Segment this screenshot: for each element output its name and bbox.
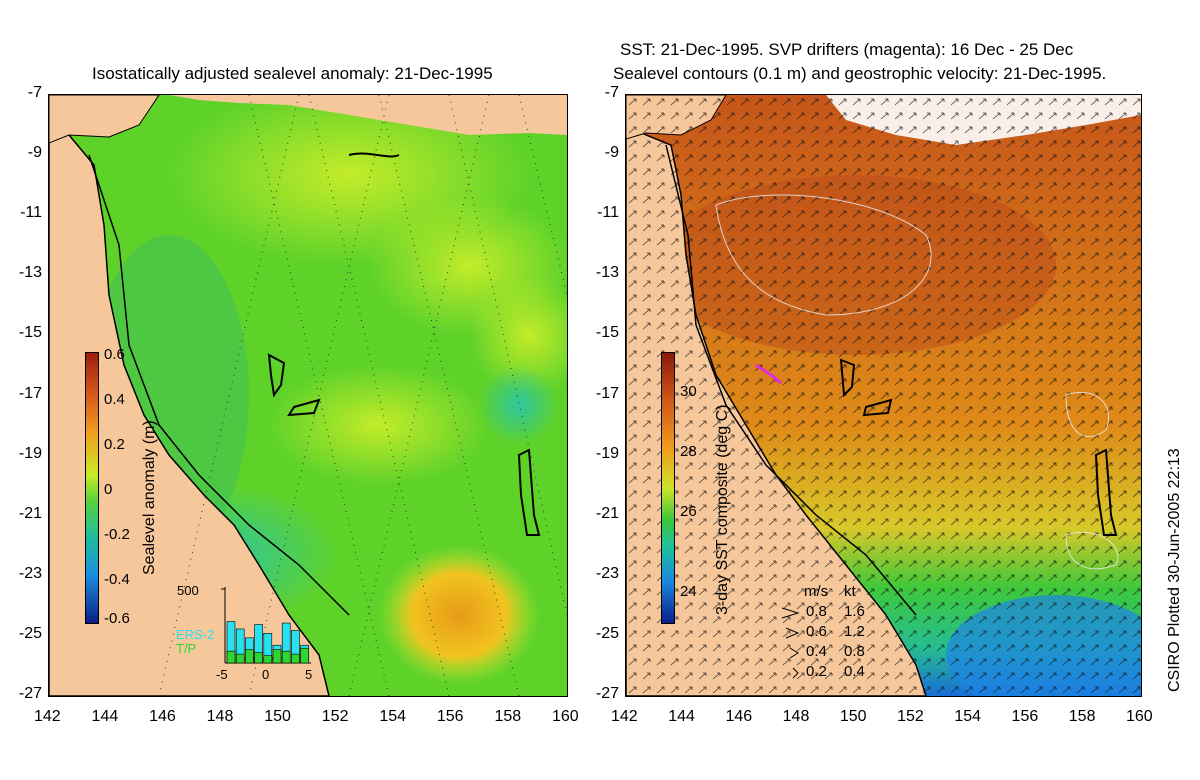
- sealevel-colorbar: [85, 352, 99, 624]
- left-latitude-tick: -21: [18, 504, 42, 522]
- left-latitude-tick: -7: [27, 84, 42, 101]
- right-longitude-tick: 158: [1068, 708, 1096, 725]
- colorbar-tick: -0.6: [104, 610, 130, 627]
- right-panel-title-line1: SST: 21-Dec-1995. SVP drifters (magenta)…: [620, 40, 1074, 59]
- right-latitude-tick: -17: [595, 384, 619, 402]
- inset-series-ers2: ERS-2: [176, 627, 215, 642]
- left-latitude-tick: -19: [18, 444, 42, 462]
- sealevel-anomaly-map[interactable]: 0.6 0.4 0.2 0 -0.2 -0.4 -0.6 Sealevel an…: [48, 94, 568, 697]
- speed-arrow-icon: [781, 607, 800, 619]
- left-latitude-tick: -13: [18, 264, 42, 282]
- left-longitude-tick: 150: [264, 708, 291, 725]
- speed-legend-kt: 1.6: [844, 603, 865, 620]
- inset-bar-tp: [226, 650, 236, 664]
- right-latitude-tick: -15: [595, 324, 619, 342]
- speed-legend-header-ms: m/s: [804, 583, 829, 600]
- inset-bar-tp: [291, 653, 300, 664]
- inset-bar-tp: [300, 647, 309, 664]
- speed-arrow-icon: [785, 627, 800, 639]
- speed-arrow-icon: [789, 647, 799, 659]
- right-longitude-tick: 152: [897, 708, 924, 725]
- inset-bar-tp: [235, 653, 245, 664]
- right-longitude-tick: 154: [954, 708, 982, 725]
- right-longitude-tick: 142: [611, 708, 638, 725]
- right-latitude-tick: -27: [595, 685, 619, 702]
- speed-legend-ms: 0.2: [806, 663, 827, 680]
- left-latitude-tick: -27: [18, 685, 42, 702]
- right-latitude-tick: -11: [597, 204, 619, 222]
- left-panel-title: Isostatically adjusted sealevel anomaly:…: [92, 64, 493, 83]
- left-longitude-tick: 144: [91, 708, 119, 725]
- inset-bar-tp: [245, 649, 254, 664]
- sst-velocity-map[interactable]: 30 28 26 24 3-day SST composite (deg C) …: [625, 94, 1142, 697]
- right-latitude-tick: -9: [604, 144, 619, 162]
- right-panel-title-line2: Sealevel contours (0.1 m) and geostrophi…: [613, 64, 1107, 83]
- speed-legend-ms: 0.8: [806, 603, 827, 620]
- speed-legend-kt: 0.4: [844, 663, 865, 680]
- left-latitude-tick: -11: [20, 204, 42, 222]
- sst-map-graphic: [626, 95, 1141, 696]
- right-latitude-tick: -21: [595, 504, 619, 522]
- left-latitude-tick: -15: [18, 324, 42, 342]
- left-latitude-tick: -23: [18, 564, 42, 582]
- inset-bar-tp: [254, 652, 263, 664]
- colorbar-tick: -0.2: [104, 526, 130, 543]
- speed-legend-ms: 0.4: [806, 643, 827, 660]
- speed-legend-header-kt: kt: [844, 583, 856, 600]
- left-longitude-tick: 142: [34, 708, 61, 725]
- inset-series-tp: T/P: [176, 641, 197, 656]
- speed-legend-kt: 0.8: [844, 643, 865, 660]
- inset-xtick-0: 0: [262, 667, 270, 682]
- right-longitude-tick: 150: [839, 708, 867, 725]
- colorbar-tick: -0.4: [104, 571, 130, 588]
- left-latitude-tick: -9: [27, 144, 42, 162]
- inset-bar-tp: [272, 649, 282, 664]
- right-longitude-tick: 146: [725, 708, 753, 725]
- inset-histogram: [221, 587, 311, 664]
- left-longitude-tick: 156: [436, 708, 464, 725]
- right-latitude-tick: -13: [595, 264, 619, 282]
- colorbar-label: Sealevel anomaly (m): [141, 420, 158, 575]
- inset-xtick-5: 5: [305, 667, 313, 682]
- colorbar-tick: 0.4: [104, 391, 125, 408]
- left-longitude-tick: 158: [494, 708, 522, 725]
- right-longitude-tick: 156: [1011, 708, 1039, 725]
- inset-bar-tp: [263, 655, 273, 664]
- sst-colorbar: [661, 352, 675, 624]
- inset-xtick-neg5: -5: [216, 667, 228, 682]
- right-latitude-tick: -7: [604, 84, 619, 101]
- right-latitude-tick: -19: [595, 444, 619, 462]
- right-longitude-tick: 160: [1126, 708, 1153, 725]
- sst-colorbar-tick: 30: [680, 383, 697, 400]
- sst-colorbar-tick: 26: [680, 503, 697, 520]
- speed-legend-ms: 0.6: [806, 623, 827, 640]
- left-longitude-tick: 160: [552, 708, 579, 725]
- plot-credit: CSIRO Plotted 30-Jun-2005 22:13: [1166, 448, 1183, 692]
- right-longitude-tick: 148: [782, 708, 810, 725]
- speed-legend-kt: 1.2: [844, 623, 865, 640]
- colorbar-tick: 0.2: [104, 436, 125, 453]
- left-longitude-tick: 148: [206, 708, 234, 725]
- left-latitude-tick: -25: [18, 624, 42, 642]
- colorbar-tick: 0.6: [104, 346, 125, 363]
- sst-colorbar-tick: 24: [680, 583, 697, 600]
- right-latitude-tick: -25: [595, 624, 619, 642]
- sst-colorbar-label: 3-day SST composite (deg C): [714, 404, 731, 615]
- colorbar-tick: 0: [104, 481, 113, 498]
- inset-bar-tp: [281, 650, 291, 664]
- inset-ymax: 500: [177, 583, 199, 598]
- left-longitude-tick: 152: [321, 708, 349, 725]
- left-latitude-tick: -17: [18, 384, 42, 402]
- sealevel-map-graphic: [49, 95, 567, 696]
- sst-colorbar-tick: 28: [680, 443, 697, 460]
- left-longitude-tick: 154: [379, 708, 407, 725]
- speed-arrow-icon: [792, 667, 799, 679]
- left-longitude-tick: 146: [149, 708, 176, 725]
- right-latitude-tick: -23: [595, 564, 619, 582]
- right-longitude-tick: 144: [668, 708, 695, 725]
